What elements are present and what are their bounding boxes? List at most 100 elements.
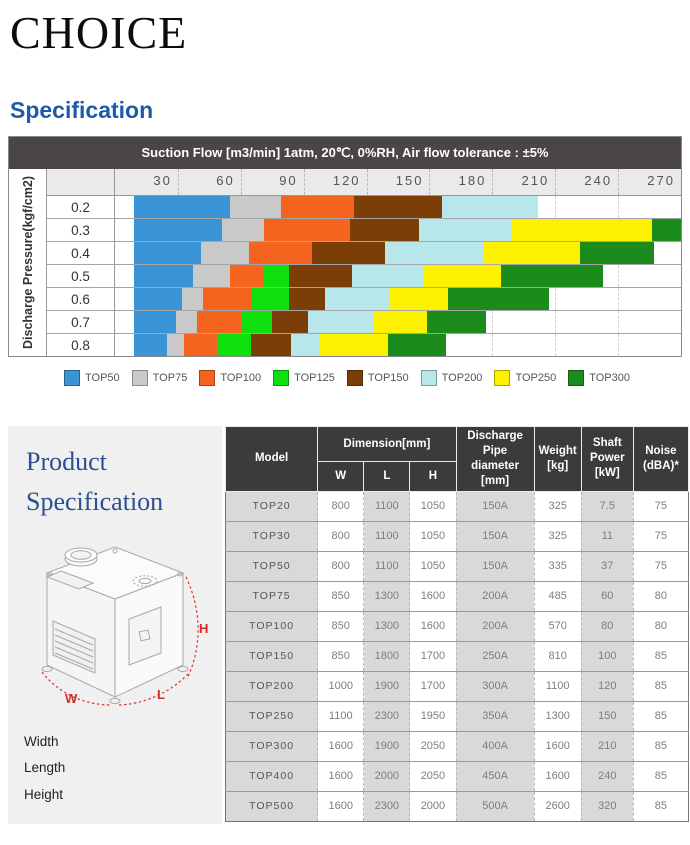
value-cell: 850 [317,640,364,672]
value-cell: 85 [632,640,689,672]
pressure-row-track [115,288,681,310]
product-title-line1: Product [26,447,107,476]
value-cell: 1050 [409,520,456,552]
value-cell: 120 [580,670,634,702]
value-cell: 350A [455,700,535,732]
pressure-row-track [115,311,681,333]
bar-top200 [324,288,390,310]
legend-item-top75: TOP75 [131,370,188,386]
grid-line [555,311,557,333]
spec-table-body: TOP20 800 1100 1050 150A 325 7.5 75 TOP30 800 1100… [225,490,689,822]
table-row: TOP100 850 1300 1600 200A 570 80 80 [225,610,689,642]
axis-tick-label: 150 [395,173,424,188]
value-cell: 11 [580,520,634,552]
grid-line [618,196,620,218]
bar-top75 [182,288,204,310]
value-cell: 250A [455,640,535,672]
col-header-discharge: Discharge Pipe diameter [mm] [455,426,535,492]
value-cell: 85 [632,730,689,762]
model-cell: TOP500 [225,790,318,822]
axis-tick-line [429,169,431,195]
dimension-legend-height: Height [24,786,64,802]
bar-top300 [448,288,549,310]
bar-top75 [167,334,185,356]
value-cell: 1600 [317,730,364,762]
value-cell: 1600 [533,730,582,762]
legend-label: TOP50 [85,372,120,384]
bar-top100 [249,242,313,264]
pressure-row-track [115,334,681,356]
col-header-dimension: Dimension[mm] [317,425,457,463]
dimension-line-h [185,576,199,679]
table-row: TOP250 1100 2300 1950 350A 1300 150 85 [225,700,689,732]
value-cell: 1900 [363,730,410,762]
bar-top50 [133,311,176,333]
pressure-row-label: 0.6 [47,288,115,310]
table-row: TOP400 1600 2000 2050 450A 1600 240 85 [225,760,689,792]
value-cell: 85 [632,760,689,792]
legend-label: TOP125 [294,372,335,384]
pressure-row: 0.8 [47,334,681,356]
value-cell: 1600 [317,760,364,792]
dimension-label-w: W [65,691,78,706]
legend-label: TOP100 [220,372,262,384]
pressure-row: 0.6 [47,288,681,311]
pressure-row: 0.3 [47,219,681,242]
dimension-line-l [118,673,189,706]
value-cell: 100 [580,640,634,672]
value-cell: 60 [580,580,634,612]
axis-tick-line [492,169,494,195]
grid-line [555,196,557,218]
table-row: TOP150 850 1800 1700 250A 810 100 85 [225,640,689,672]
chart-legend: TOP50 TOP75 TOP100 TOP125 TOP150 TOP200 TOP250… [64,370,630,386]
product-panel-title: Product Specification [26,442,222,523]
y-axis-label: Discharge Pressure(kgf/cm2) [20,176,35,349]
model-cell: TOP75 [225,580,318,612]
legend-swatch-top300 [568,370,585,386]
col-header-noise: Noise (dBA)* [632,426,690,492]
value-cell: 485 [533,580,582,612]
pressure-row-label: 0.2 [47,196,115,218]
value-cell: 210 [580,730,634,762]
model-cell: TOP300 [225,730,318,762]
axis-tick-line [177,169,179,195]
bar-top250 [423,265,501,287]
value-cell: 1950 [409,700,456,732]
pressure-row-label: 0.4 [47,242,115,264]
value-cell: 1100 [363,520,410,552]
value-cell: 850 [317,580,364,612]
axis-tick-line [303,169,305,195]
legend-label: TOP75 [152,372,188,384]
pressure-row-track [115,242,681,264]
grid-line [618,334,620,356]
pressure-row: 0.5 [47,265,681,288]
bar-top200 [307,311,373,333]
table-row: TOP200 1000 1900 1700 300A 1100 120 85 [225,670,689,702]
axis-tick-label: 240 [584,173,613,188]
value-cell: 1300 [363,610,410,642]
value-cell: 80 [632,580,689,612]
table-row: TOP500 1600 2300 2000 500A 2600 320 85 [225,790,689,822]
value-cell: 800 [317,490,364,522]
value-cell: 1050 [409,550,456,582]
product-title-line2: Specification [26,487,164,517]
col-header-weight: Weight [kg] [533,426,582,492]
spec-table-header: Model Dimension[mm] Discharge Pipe diame… [224,425,690,492]
value-cell: 150A [455,490,535,522]
bar-top300 [580,242,654,264]
value-cell: 200A [455,580,535,612]
chart-rows: 0.2 0.3 0.4 0.5 0.6 0.7 0.8 [47,196,681,356]
value-cell: 325 [533,490,582,522]
value-cell: 570 [533,610,582,642]
bar-top150 [288,288,325,310]
value-cell: 240 [580,760,634,792]
bar-top150 [353,196,442,218]
bar-top125 [263,265,289,287]
pressure-row: 0.7 [47,311,681,334]
bar-top125 [217,334,252,356]
value-cell: 1600 [533,760,582,792]
bar-top250 [320,334,388,356]
axis-tick-line [240,169,242,195]
legend-item-top250: TOP250 [494,370,556,386]
value-cell: 810 [533,640,582,672]
